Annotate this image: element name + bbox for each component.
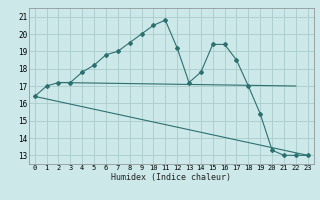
X-axis label: Humidex (Indice chaleur): Humidex (Indice chaleur)	[111, 173, 231, 182]
